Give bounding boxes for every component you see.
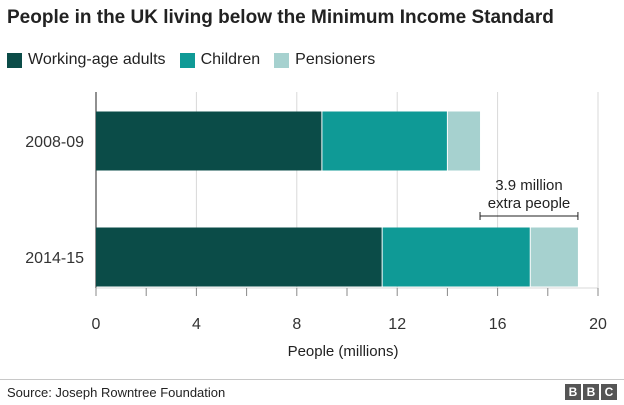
footer-divider — [0, 379, 624, 380]
bbc-logo-letter: C — [601, 384, 617, 400]
bar-working-age-2014-15 — [96, 227, 383, 287]
legend: Working-age adults Children Pensioners — [7, 48, 389, 72]
bar-chart: 0 4 8 12 16 20 People (millions) 2008-09 2014-15… — [25, 92, 607, 360]
chart-title: People in the UK living below the Minimu… — [7, 7, 554, 28]
x-tick-label: 16 — [489, 316, 507, 333]
legend-label-children: Children — [200, 51, 261, 68]
bar-working-age-2008-09 — [96, 111, 322, 171]
bbc-logo-letter: B — [565, 384, 581, 400]
x-tick-label: 12 — [388, 316, 406, 333]
legend-item-working-age: Working-age adults — [7, 51, 166, 69]
legend-item-pensioners: Pensioners — [274, 51, 375, 69]
x-axis-label: People (millions) — [288, 343, 399, 360]
bbc-logo-letter: B — [583, 384, 599, 400]
legend-label-working-age: Working-age adults — [28, 51, 166, 68]
y-category-label: 2008-09 — [25, 134, 84, 151]
bar-pensioners-2014-15 — [530, 227, 578, 287]
y-category-label: 2014-15 — [25, 250, 84, 267]
annotation-text: extra people — [488, 195, 571, 212]
x-tick-label: 8 — [292, 316, 301, 333]
bbc-logo: B B C — [563, 384, 617, 400]
bar-pensioners-2008-09 — [447, 111, 481, 171]
x-tick-label: 20 — [589, 316, 607, 333]
x-tick-label: 4 — [192, 316, 201, 333]
bar-children-2014-15 — [382, 227, 531, 287]
bar-children-2008-09 — [321, 111, 448, 171]
legend-swatch-pensioners — [274, 52, 290, 68]
x-tick-label: 0 — [92, 316, 101, 333]
legend-swatch-children — [179, 52, 195, 68]
annotation-text: 3.9 million — [495, 177, 563, 194]
legend-item-children: Children — [179, 51, 261, 69]
legend-swatch-working-age — [7, 52, 22, 68]
legend-label-pensioners: Pensioners — [295, 51, 376, 68]
source-note: Source: Joseph Rowntree Foundation — [7, 385, 226, 400]
